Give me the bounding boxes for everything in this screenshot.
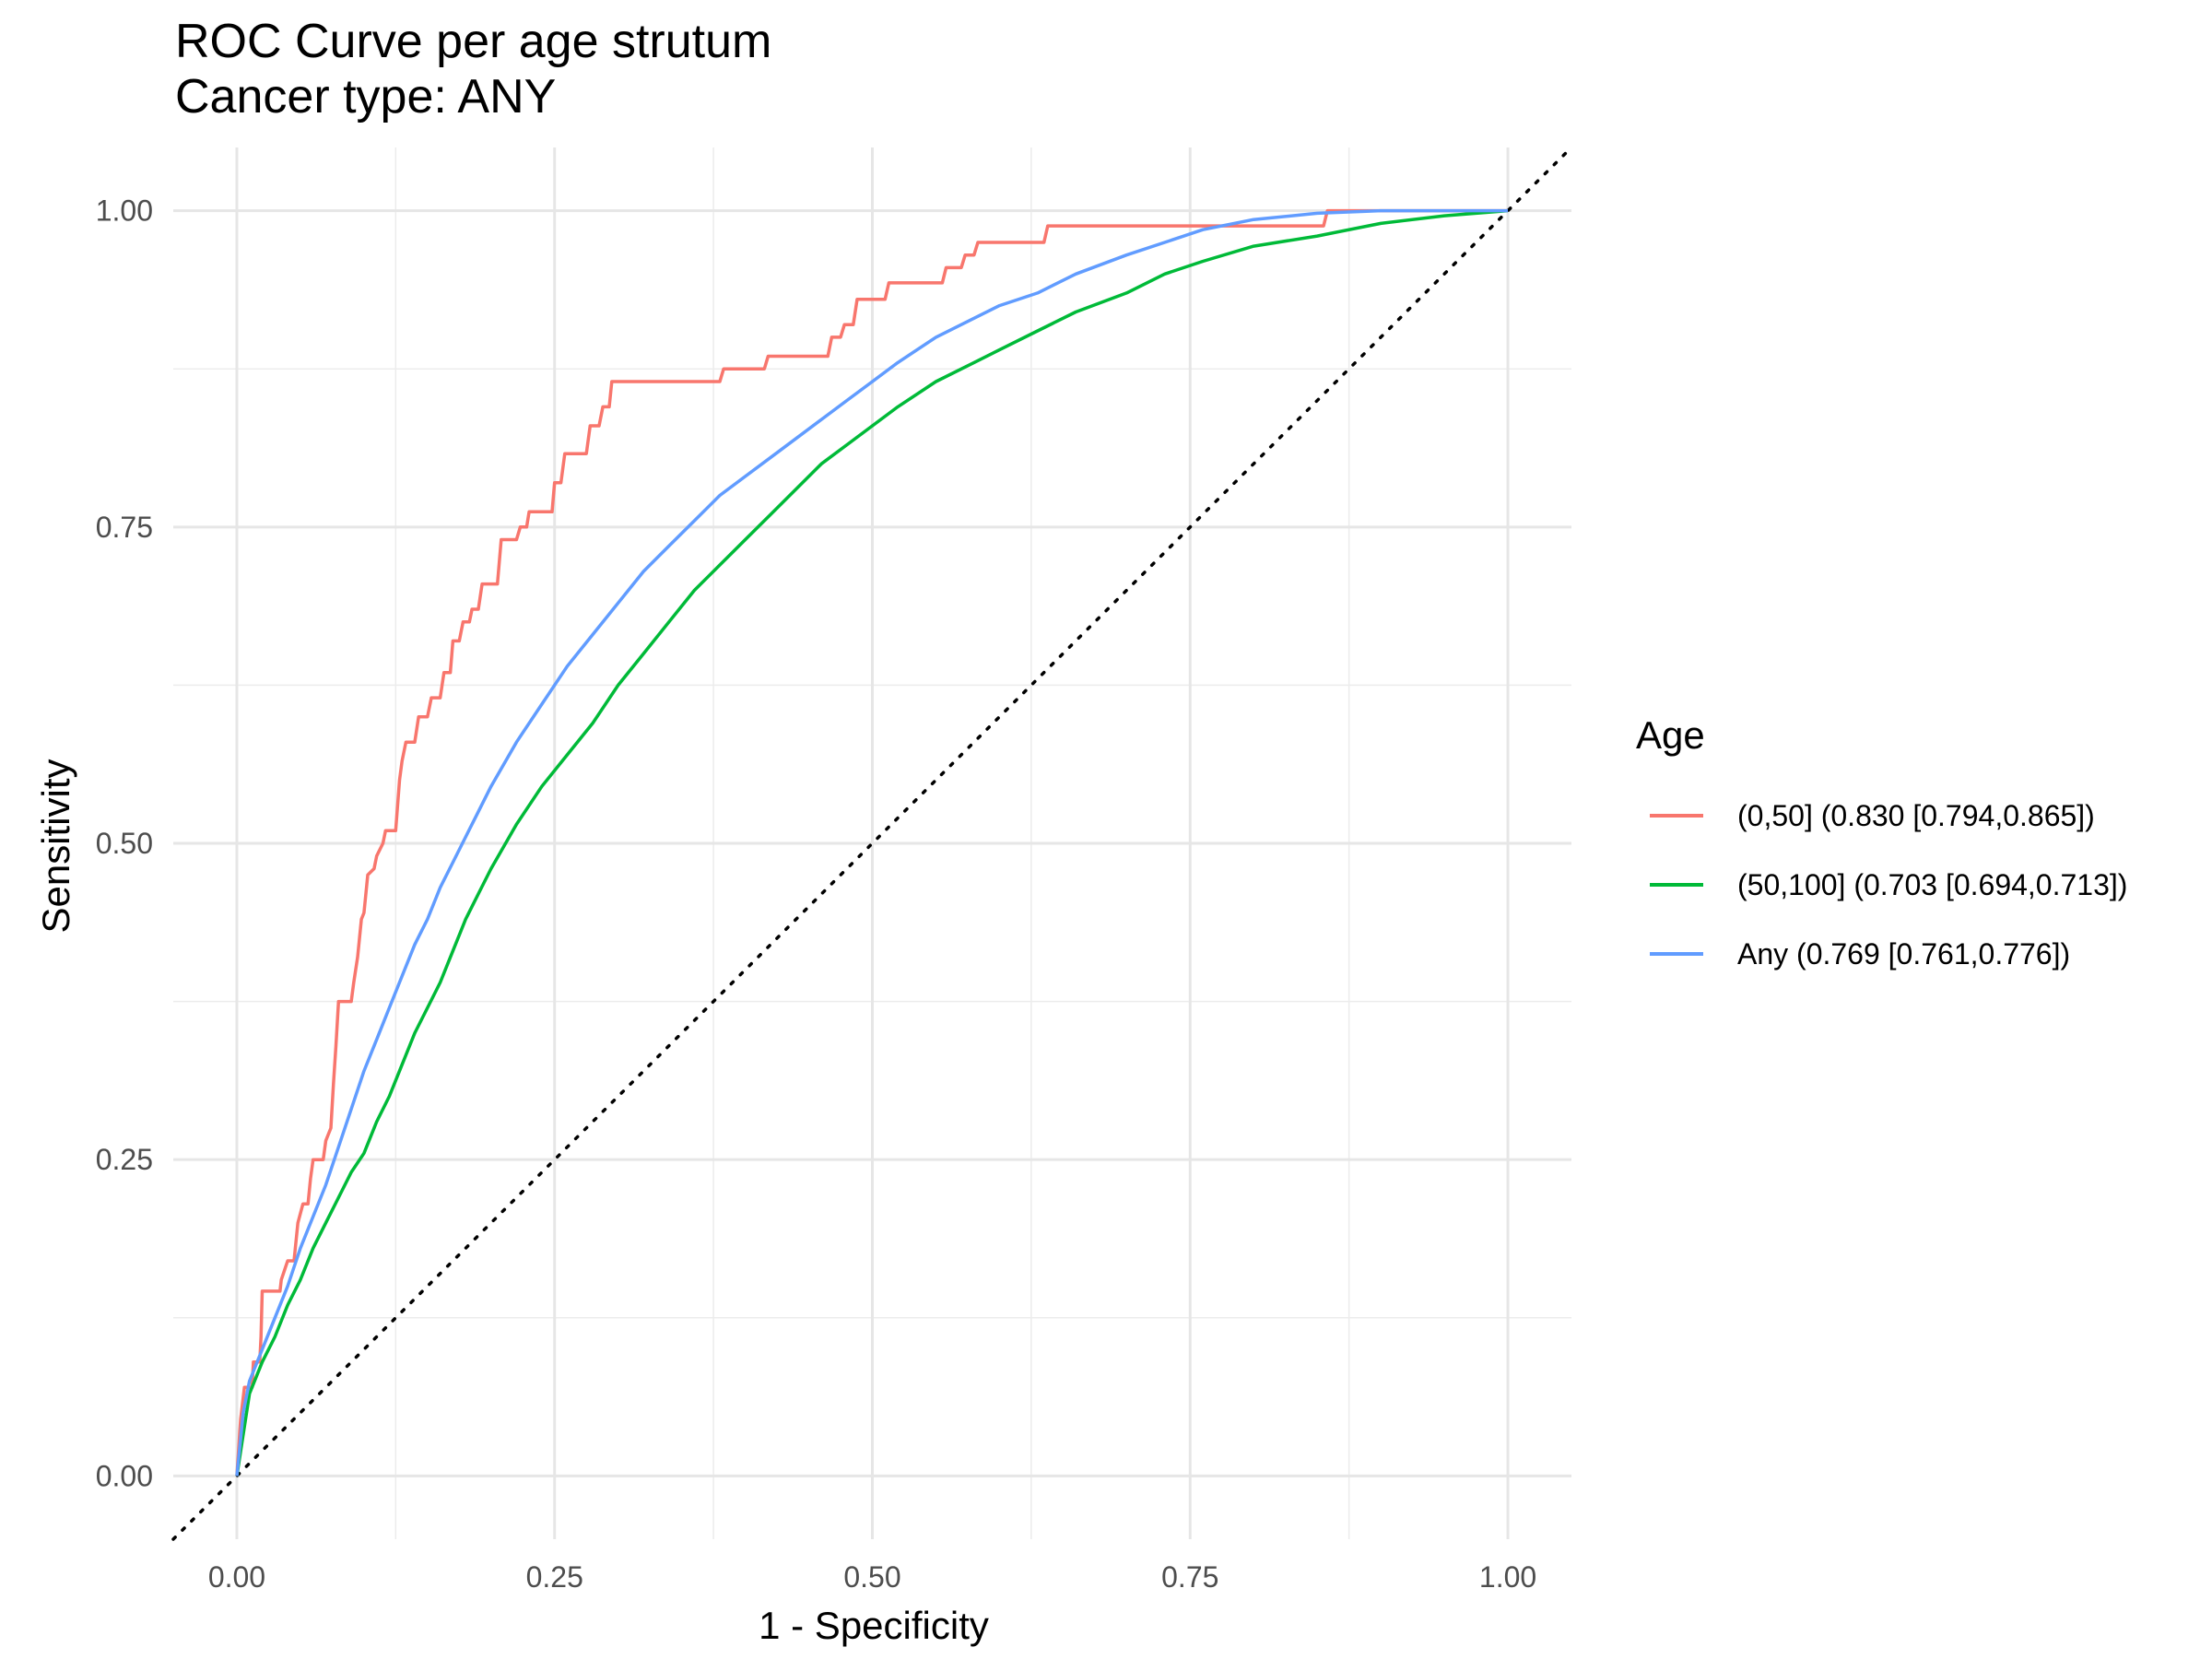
x-tick-labels: 0.00 0.25 0.50 0.75 1.00 xyxy=(208,1560,1536,1594)
legend-label-0: (0,50] (0.830 [0.794,0.865]) xyxy=(1737,799,2095,832)
y-tick-label-0: 0.00 xyxy=(96,1459,153,1492)
series-lines xyxy=(235,208,1509,1477)
y-tick-label-4: 1.00 xyxy=(96,194,153,228)
series-line-0 xyxy=(235,208,1508,1477)
legend-items: (0,50] (0.830 [0.794,0.865]) (50,100] (0.… xyxy=(1650,799,2127,971)
y-tick-labels: 0.00 0.25 0.50 0.75 1.00 xyxy=(96,194,153,1493)
y-tick-label-2: 0.50 xyxy=(96,827,153,860)
series-line-1 xyxy=(235,208,1509,1477)
x-tick-label-0: 0.00 xyxy=(208,1560,265,1594)
x-tick-label-2: 0.50 xyxy=(843,1560,900,1594)
x-axis-title: 1 - Specificity xyxy=(759,1604,989,1647)
chart-subtitle: Cancer type: ANY xyxy=(175,70,556,124)
chart-title: ROC Curve per age strutum xyxy=(175,15,771,68)
y-tick-label-3: 0.75 xyxy=(96,511,153,544)
x-tick-label-1: 0.25 xyxy=(526,1560,583,1594)
y-axis-title: Sensitivity xyxy=(34,759,77,933)
y-tick-label-1: 0.25 xyxy=(96,1143,153,1176)
legend: Age (0,50] (0.830 [0.794,0.865]) (50,100]… xyxy=(1636,713,2127,971)
series-line-2 xyxy=(235,208,1508,1477)
x-tick-label-4: 1.00 xyxy=(1479,1560,1536,1594)
x-tick-label-3: 0.75 xyxy=(1161,1560,1218,1594)
legend-label-2: Any (0.769 [0.761,0.776]) xyxy=(1737,937,2070,971)
legend-label-1: (50,100] (0.703 [0.694,0.713]) xyxy=(1737,868,2127,901)
legend-title: Age xyxy=(1636,713,1705,757)
grid-lines xyxy=(173,147,1571,1539)
